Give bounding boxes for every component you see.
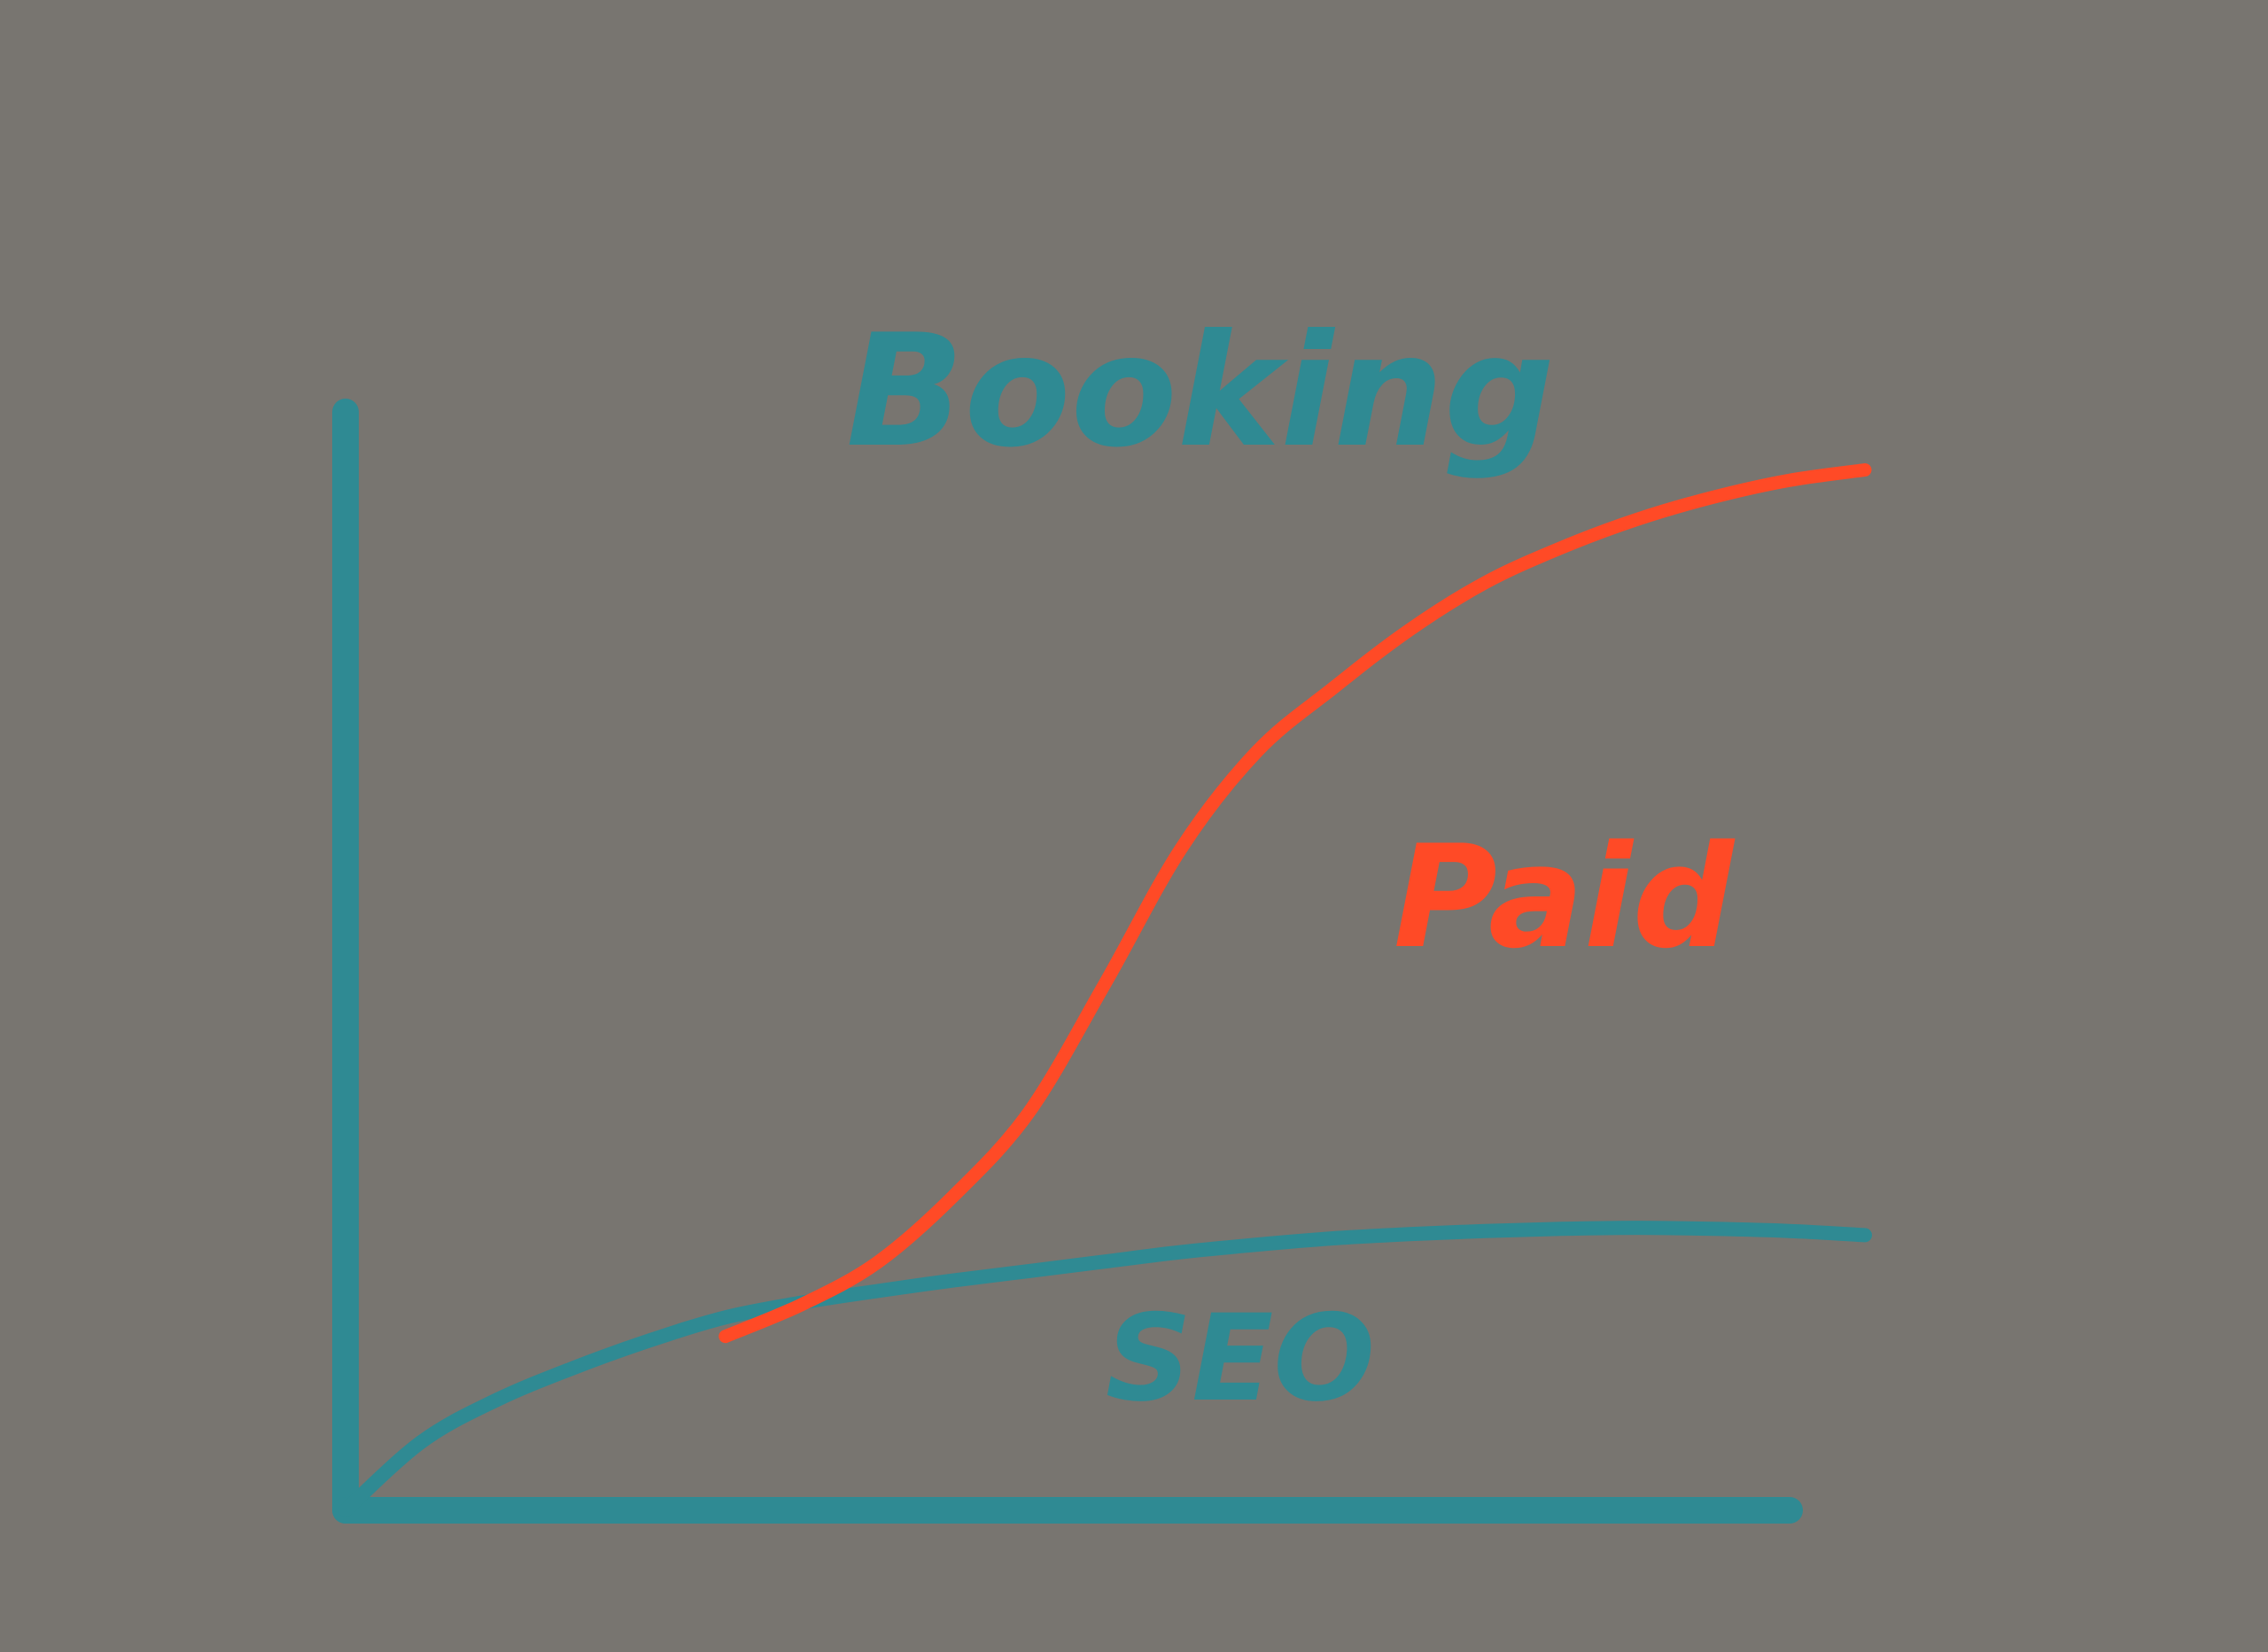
series-group (338, 463, 1872, 1517)
axes (332, 399, 1803, 1524)
series-line-seo (338, 1221, 1872, 1517)
labels-group: Booking Paid SEO (846, 302, 1736, 1428)
y-axis-label-booking: Booking (846, 302, 1555, 482)
series-label-paid: Paid (1394, 814, 1736, 980)
series-line-paid (718, 463, 1872, 1344)
series-label-seo: SEO (1106, 1289, 1375, 1428)
